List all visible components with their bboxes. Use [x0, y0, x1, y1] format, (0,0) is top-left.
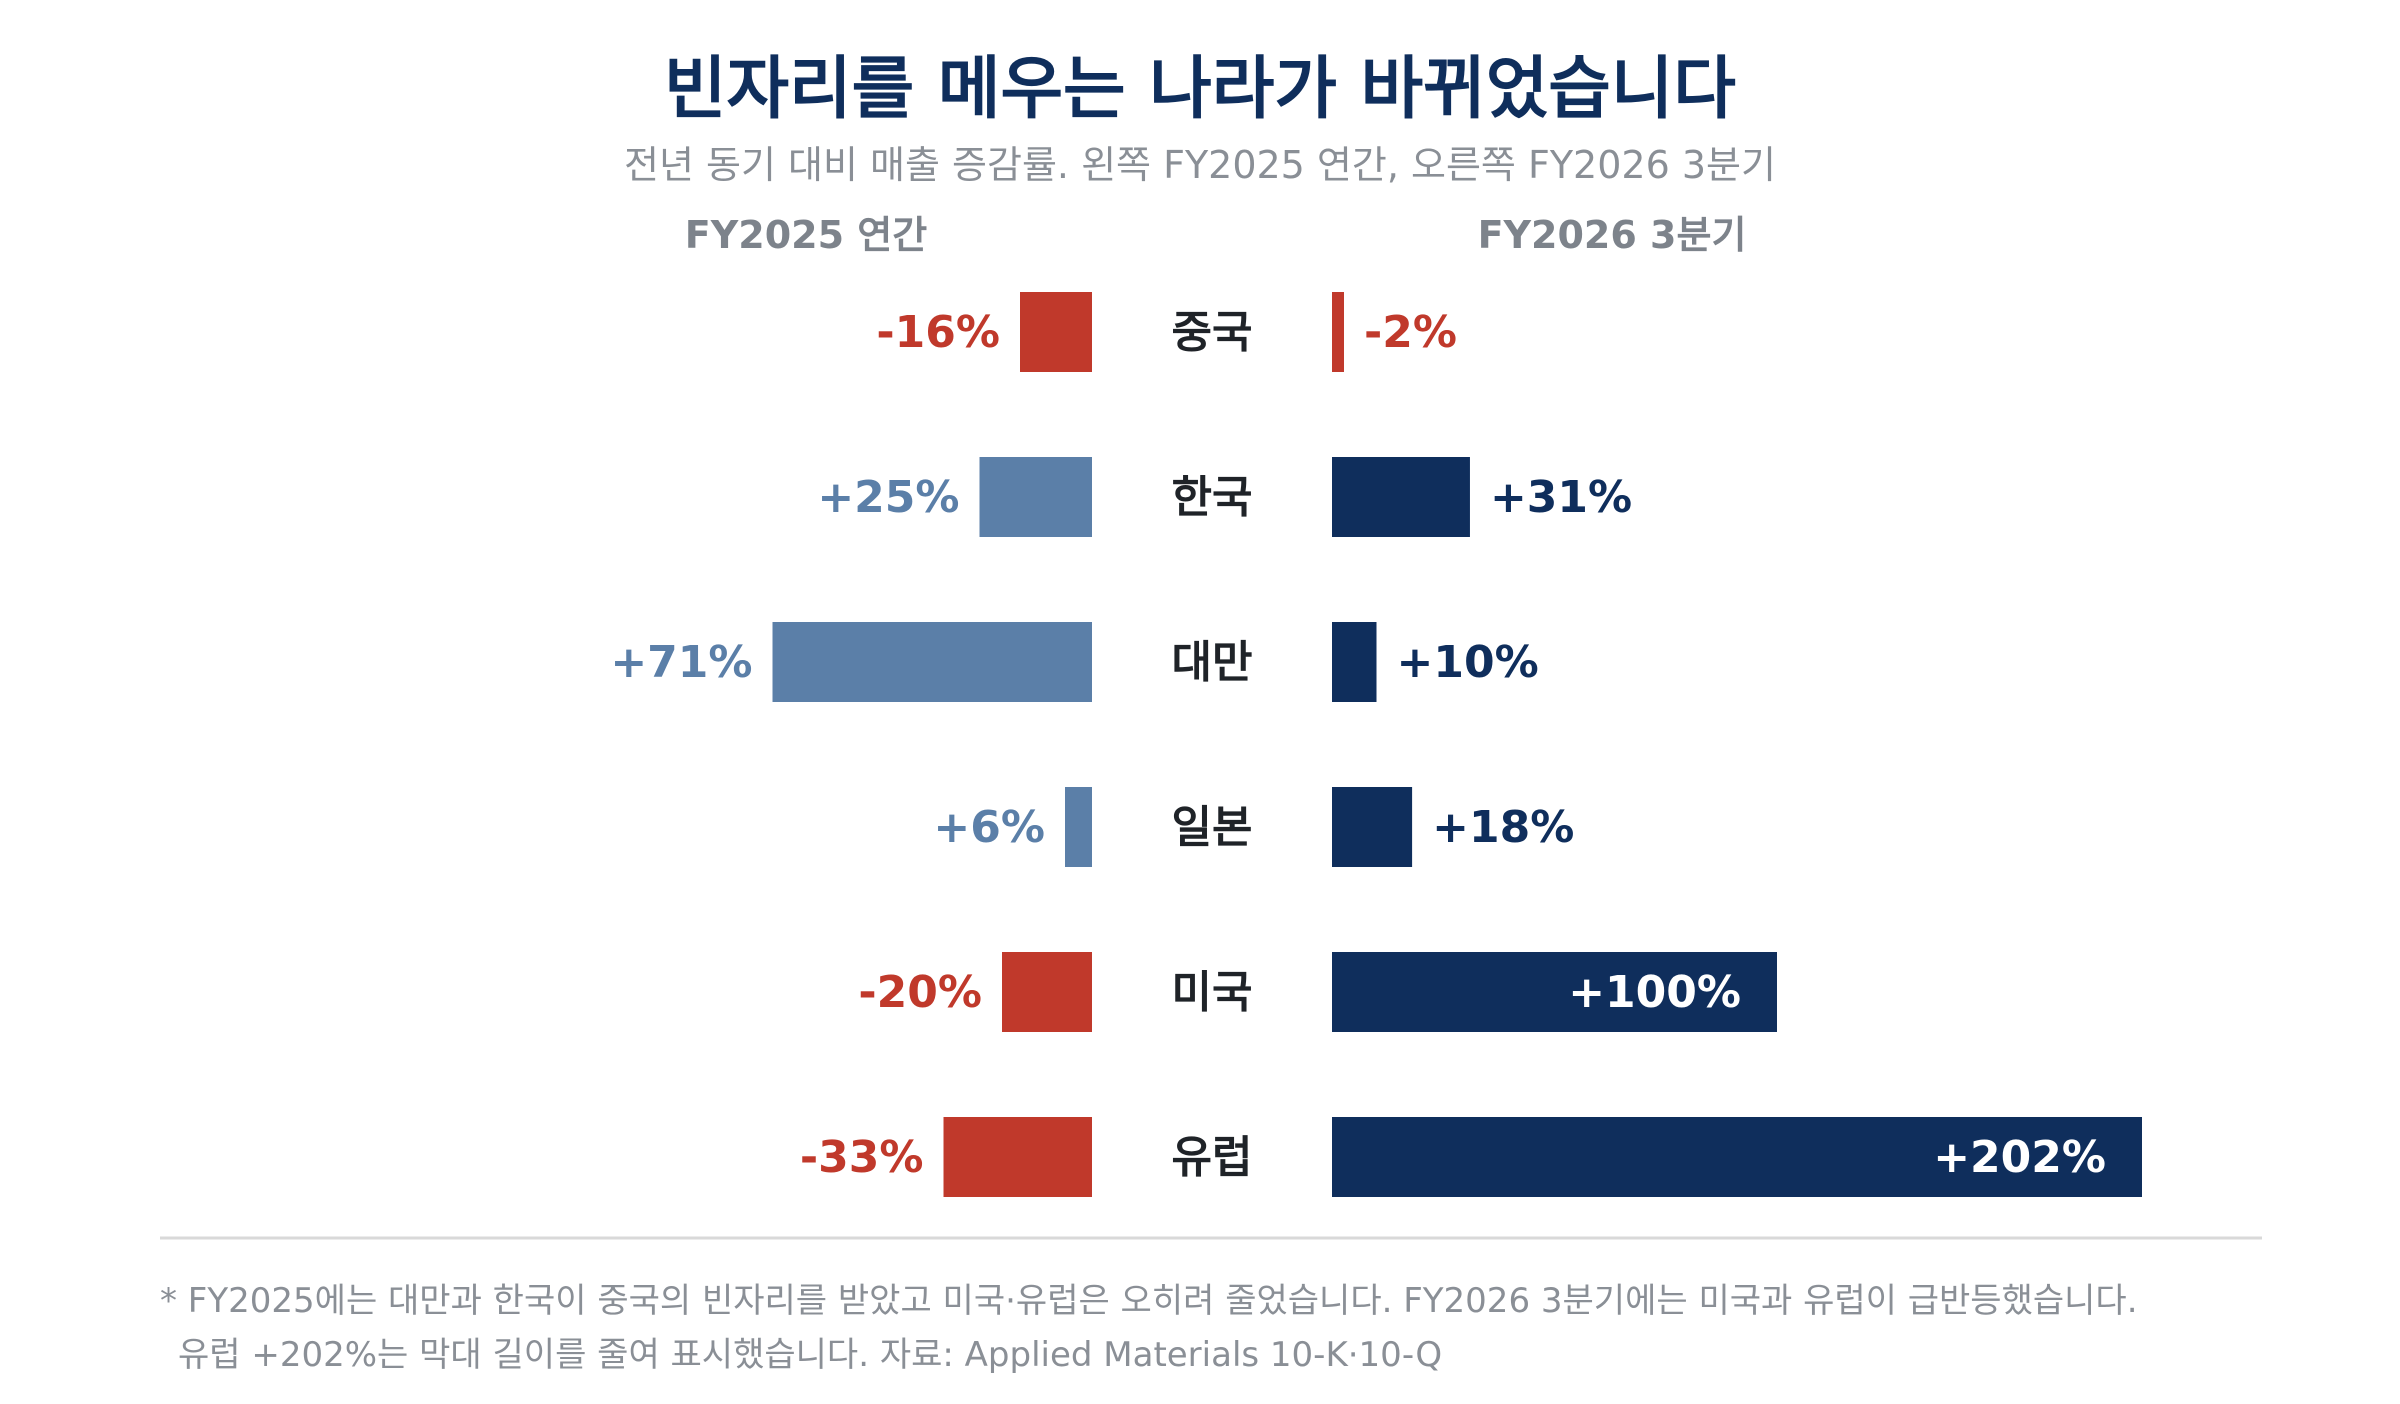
footnote-line-2: 유럽 +202%는 막대 길이를 줄여 표시했습니다. 자료: Applied … [178, 1335, 1442, 1375]
chart-title: 빈자리를 메우는 나라가 바뀌었습니다 [664, 50, 1736, 129]
left-bar [1065, 787, 1092, 867]
left-bar [979, 457, 1092, 537]
category-label: 일본 [1172, 802, 1253, 853]
bars-layer: 중국 -16% -2% 한국 +25% +31% 대만 +71% +10% 일본 +6% +18% 미국… [610, 292, 2142, 1197]
category-label: 대만 [1172, 637, 1253, 688]
left-value-label: -33% [800, 1132, 924, 1183]
footnote-line-1: * FY2025에는 대만과 한국이 중국의 빈자리를 받았고 미국·유럽은 오… [160, 1281, 2138, 1321]
right-value-label: +31% [1490, 472, 1632, 523]
left-bar [772, 622, 1092, 702]
right-bar [1332, 787, 1413, 867]
right-column-header: FY2026 3분기 [1478, 213, 1747, 257]
right-bar [1332, 457, 1470, 537]
left-value-label: -16% [876, 307, 1000, 358]
right-bar [1332, 292, 1344, 372]
category-label: 한국 [1172, 472, 1253, 523]
left-column-header: FY2025 연간 [685, 213, 927, 257]
left-value-label: +25% [817, 472, 959, 523]
right-bar [1332, 622, 1377, 702]
right-value-label: +100% [1568, 967, 1741, 1018]
right-bar [1332, 1117, 2142, 1197]
chart-subtitle: 전년 동기 대비 매출 증감률. 왼쪽 FY2025 연간, 오른쪽 FY202… [624, 143, 1776, 187]
right-value-label: +18% [1432, 802, 1574, 853]
category-label: 미국 [1172, 967, 1253, 1018]
left-value-label: -20% [858, 967, 982, 1018]
left-bar [1020, 292, 1092, 372]
left-bar [943, 1117, 1092, 1197]
right-bar [1332, 952, 1777, 1032]
category-label: 유럽 [1172, 1132, 1253, 1183]
left-value-label: +6% [933, 802, 1045, 853]
left-bar [1002, 952, 1092, 1032]
left-value-label: +71% [610, 637, 752, 688]
right-value-label: -2% [1364, 307, 1457, 358]
category-label: 중국 [1172, 307, 1253, 358]
right-value-label: +202% [1933, 1132, 2106, 1183]
right-value-label: +10% [1397, 637, 1539, 688]
